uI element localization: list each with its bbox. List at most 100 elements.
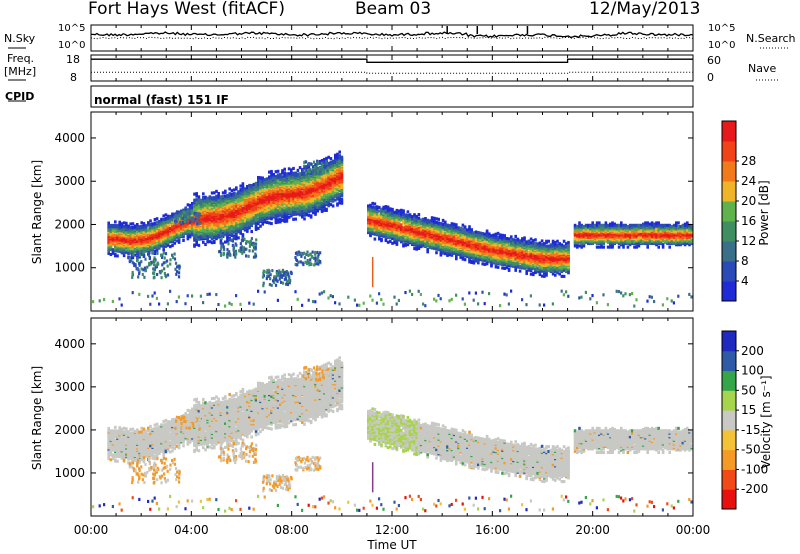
power-clutter-cell [393,295,396,299]
power-cell [213,226,216,230]
power-cell [314,182,317,186]
power-cell [329,160,333,164]
power-cell [215,207,218,212]
power-cell [184,206,187,210]
power-cell [140,252,143,256]
power-cell [303,217,306,221]
power-cell [217,233,220,237]
power-cell [248,204,251,208]
power-cell [367,204,370,208]
power-cell [164,230,168,234]
power-cell [116,254,119,258]
power-cell [257,178,260,182]
power-cell [182,224,185,228]
station-title: Fort Hays West (fitACF) [88,0,285,19]
power-cell [312,171,315,175]
power-cell [219,195,223,199]
power-cell [125,225,128,229]
power-cell [158,244,161,248]
power-clutter-cell [347,295,350,299]
power-cell [283,167,286,171]
power-cell [298,187,302,191]
power-cell [235,209,238,213]
power-cell [171,212,174,216]
power-clutter-cell [215,293,218,297]
power-clutter-cell [118,297,121,301]
power-clutter-cell [331,295,334,299]
power-clutter-cell [356,303,359,307]
power-cell [281,169,284,173]
power-cell [217,191,220,196]
freq-panel: 18 8 60 0 [8,53,780,102]
power-cell [270,173,273,177]
power-cell [338,156,341,160]
power-cell [250,183,253,188]
power-cell [162,245,165,249]
power-cell [369,203,372,207]
power-cell [155,248,159,252]
power-cell [131,225,135,229]
power-cell [166,214,170,218]
power-cell [144,247,148,251]
noise-right-bottom-tick: 10^0 [708,40,735,51]
power-cell [114,223,117,228]
power-cell [327,193,330,197]
power-cell [116,224,119,228]
freq-right-top-tick: 60 [707,54,721,67]
power-cell [131,222,135,226]
power-cell [186,228,190,232]
power-cell [334,153,337,157]
power-clutter-cell [375,301,378,305]
power-cell [318,181,322,185]
power-cell [111,231,115,235]
power-cell [140,224,143,228]
power-cell [237,236,240,240]
power-cell [268,175,271,179]
power-cell [318,185,322,189]
power-cell [406,210,410,214]
power-clutter-cell [510,289,513,293]
power-cell [226,236,229,240]
power-cell [221,224,225,228]
power-cell [177,235,181,240]
power-clutter-cell [177,295,180,299]
power-cell [402,209,405,213]
power-cell [496,265,500,269]
power-clutter-cell [276,298,279,302]
power-cell [296,168,300,172]
power-cell [226,208,229,212]
power-cell [230,218,234,222]
power-cell [208,198,212,203]
power-cell [274,177,278,181]
power-cell [169,214,172,218]
power-clutter-cell [477,302,480,306]
power-cell [215,194,218,198]
power-cell [213,191,216,195]
power-cell [444,220,447,224]
power-cell [301,191,304,195]
power-cell [239,224,242,228]
power-cell [133,224,137,228]
power-clutter-cell [338,302,341,306]
power-cell [270,175,273,180]
power-cell [417,213,421,217]
power-cell [127,224,130,228]
power-cell [164,216,168,221]
power-cell [380,237,383,241]
power-cell [301,171,304,175]
power-cell [162,220,165,224]
power-cell [268,180,271,184]
power-clutter-cell [257,289,260,293]
power-cell [193,233,196,237]
power-cell [268,170,271,174]
power-cell [316,182,319,186]
power-clutter-cell [294,290,297,294]
power-cell [287,215,291,219]
power-cell [259,212,262,216]
power-cell [204,206,207,210]
power-clutter-cell [131,291,134,295]
power-clutter-cell [463,302,466,306]
noise-left-bottom-tick: 10^0 [58,40,85,51]
power-cell [188,235,192,239]
